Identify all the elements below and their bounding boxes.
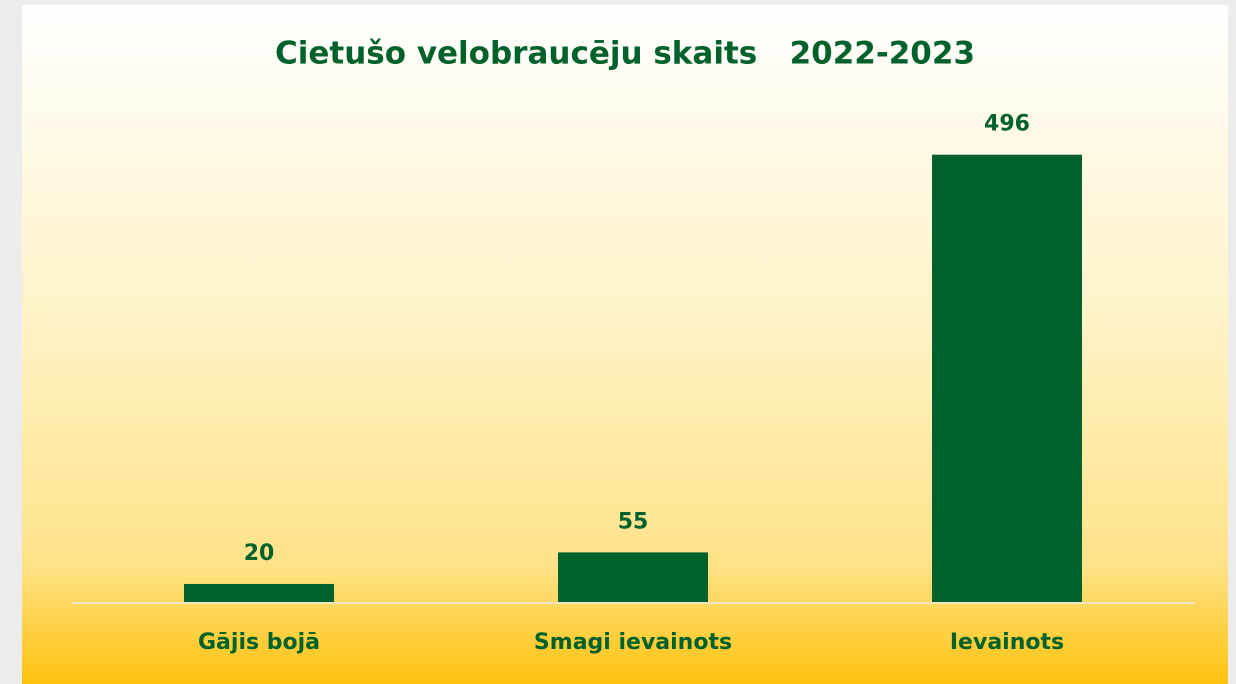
chart-title: Cietušo velobraucēju skaits 2022-2023 <box>275 36 975 72</box>
data-label: 20 <box>244 541 275 566</box>
bar <box>932 154 1082 602</box>
x-tick-label: Ievainots <box>950 630 1064 655</box>
x-tick-label: Smagi ievainots <box>534 630 732 655</box>
bar <box>184 583 334 602</box>
data-label: 55 <box>618 509 649 534</box>
data-label: 496 <box>984 112 1030 137</box>
bar <box>558 552 708 602</box>
x-tick-label: Gājis bojā <box>198 630 320 655</box>
